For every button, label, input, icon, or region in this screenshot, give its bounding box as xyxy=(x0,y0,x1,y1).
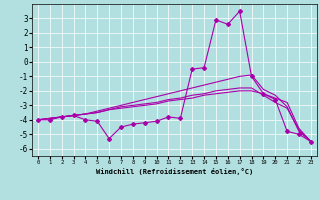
X-axis label: Windchill (Refroidissement éolien,°C): Windchill (Refroidissement éolien,°C) xyxy=(96,168,253,175)
